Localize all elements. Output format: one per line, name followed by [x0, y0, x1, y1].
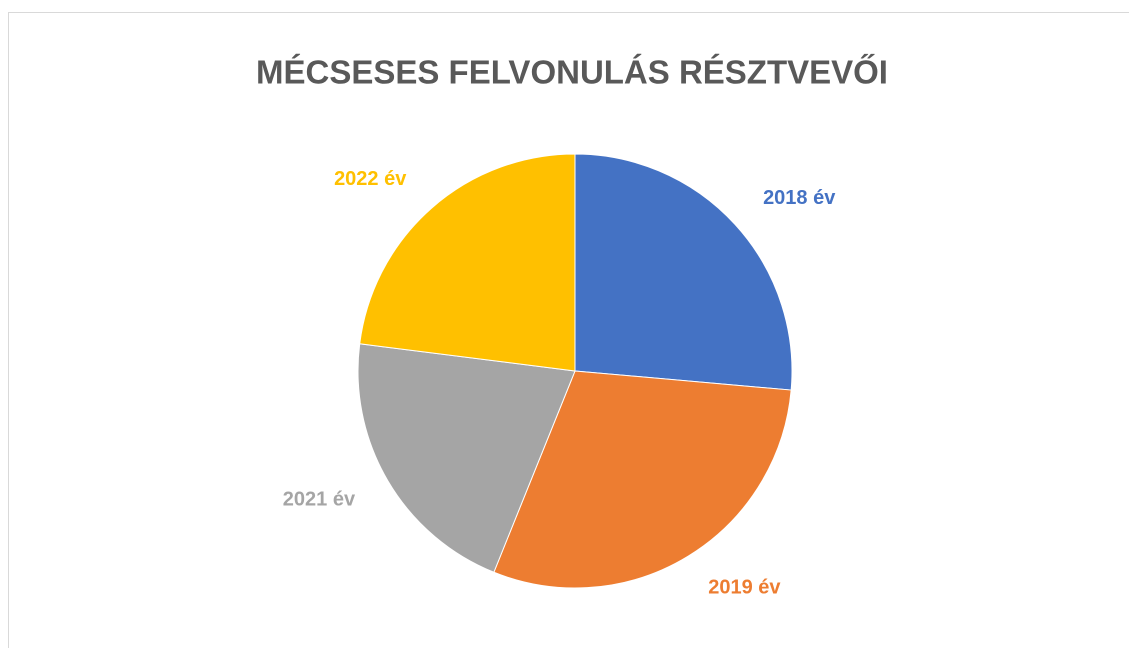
slice-label: 2021 év: [283, 488, 356, 510]
chart-title: MÉCSESES FELVONULÁS RÉSZTVEVŐI: [256, 54, 888, 91]
slice-label: 2019 év: [708, 577, 781, 599]
pie-slice: [493, 370, 792, 589]
slice-label: 2018 év: [763, 187, 836, 209]
pie-slice: [357, 343, 576, 573]
pie-slice: [574, 153, 793, 391]
slice-label: 2022 év: [334, 168, 407, 190]
pie-slice: [359, 153, 576, 372]
